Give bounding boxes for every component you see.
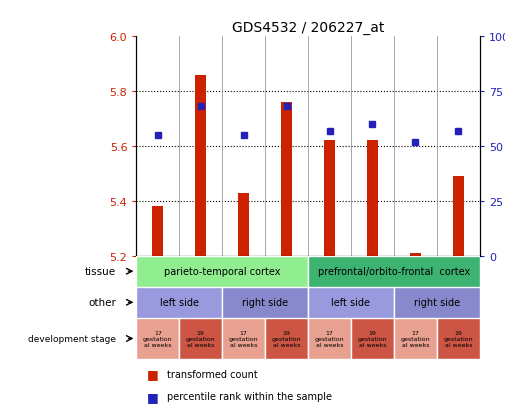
Text: 17
gestation
al weeks: 17 gestation al weeks	[143, 330, 173, 347]
Text: tissue: tissue	[85, 266, 116, 277]
Text: GSM543632: GSM543632	[196, 263, 205, 313]
Bar	[453, 177, 464, 256]
Text: 19
gestation
al weeks: 19 gestation al weeks	[443, 330, 473, 347]
Text: GSM543636: GSM543636	[368, 263, 377, 313]
Title: GDS4532 / 206227_at: GDS4532 / 206227_at	[232, 21, 384, 35]
Text: GSM543631: GSM543631	[239, 263, 248, 313]
Bar	[410, 253, 421, 256]
Bar	[308, 318, 351, 359]
Bar	[394, 256, 437, 320]
Bar	[136, 256, 179, 320]
Bar	[238, 193, 249, 256]
Text: right side: right side	[242, 297, 288, 308]
Text: other: other	[88, 297, 116, 308]
Bar	[136, 287, 222, 318]
Text: percentile rank within the sample: percentile rank within the sample	[167, 392, 332, 401]
Bar	[179, 256, 222, 258]
Bar	[195, 76, 206, 256]
Bar	[351, 256, 394, 258]
Bar	[136, 318, 179, 359]
Bar	[324, 141, 335, 256]
Bar	[308, 256, 351, 258]
Bar	[222, 256, 265, 320]
Text: ■: ■	[146, 367, 158, 380]
Text: GSM543637: GSM543637	[325, 263, 334, 313]
Text: 19
gestation
al weeks: 19 gestation al weeks	[358, 330, 387, 347]
Text: 19
gestation
al weeks: 19 gestation al weeks	[272, 330, 301, 347]
Bar	[153, 207, 163, 256]
Bar	[281, 103, 292, 256]
Text: development stage: development stage	[28, 334, 116, 343]
Text: 19
gestation
al weeks: 19 gestation al weeks	[186, 330, 216, 347]
Text: 17
gestation
al weeks: 17 gestation al weeks	[315, 330, 344, 347]
Text: parieto-temporal cortex: parieto-temporal cortex	[164, 266, 280, 277]
Bar	[437, 318, 480, 359]
Text: GSM543634: GSM543634	[454, 263, 463, 313]
Bar	[265, 318, 308, 359]
Bar	[437, 256, 480, 258]
Bar	[394, 287, 480, 318]
Bar	[222, 318, 265, 359]
Bar	[179, 256, 222, 320]
Bar	[394, 256, 437, 258]
Text: GSM543635: GSM543635	[411, 263, 420, 313]
Bar	[179, 318, 222, 359]
Text: right side: right side	[414, 297, 460, 308]
Bar	[394, 318, 437, 359]
Bar	[136, 256, 308, 287]
Text: 17
gestation
al weeks: 17 gestation al weeks	[229, 330, 259, 347]
Bar	[351, 256, 394, 320]
Bar	[222, 256, 265, 258]
Text: prefrontal/orbito-frontal  cortex: prefrontal/orbito-frontal cortex	[318, 266, 470, 277]
Bar	[308, 256, 351, 320]
Bar	[265, 256, 308, 258]
Bar	[437, 256, 480, 320]
Text: left side: left side	[160, 297, 199, 308]
Text: left side: left side	[331, 297, 371, 308]
Text: 17
gestation
al weeks: 17 gestation al weeks	[400, 330, 430, 347]
Text: transformed count: transformed count	[167, 369, 258, 379]
Bar	[351, 318, 394, 359]
Bar	[136, 256, 179, 258]
Bar	[308, 256, 480, 287]
Bar	[222, 287, 308, 318]
Bar	[367, 141, 378, 256]
Bar	[265, 256, 308, 320]
Text: GSM543633: GSM543633	[154, 263, 162, 313]
Text: ■: ■	[146, 390, 158, 403]
Bar	[308, 287, 394, 318]
Text: GSM543630: GSM543630	[282, 263, 291, 313]
